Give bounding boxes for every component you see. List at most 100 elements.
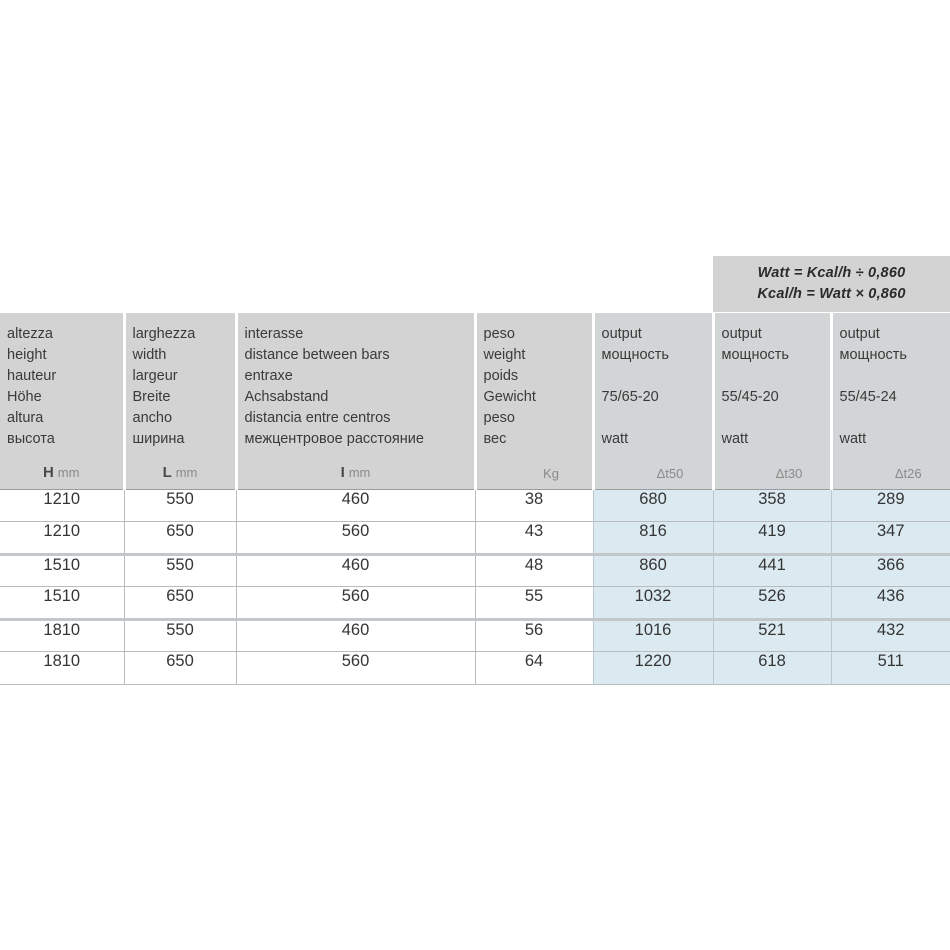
header-cell-weight: peso weight poids Gewicht peso вес Kg bbox=[473, 313, 593, 489]
unit-text: Δt30 bbox=[775, 465, 803, 481]
header-unit-output_55_45_24: Δt26 bbox=[833, 465, 950, 481]
cell-height: 1210 bbox=[0, 521, 124, 554]
specification-table: altezza height hauteur Höhe altura высота H mm… bbox=[0, 313, 950, 685]
header-label: мощность bbox=[721, 347, 789, 364]
header-labels-output_55_45_24: output мощность 55/45-24 watt Δt26 bbox=[833, 313, 950, 489]
cell-weight: 55 bbox=[474, 586, 593, 619]
header-label: мощность bbox=[601, 347, 669, 364]
header-label: ancho bbox=[132, 410, 173, 427]
cell-weight: 64 bbox=[474, 651, 593, 685]
header-label: ширина bbox=[132, 431, 185, 448]
cell-distance: 460 bbox=[235, 552, 475, 587]
cell-output_55_45_20: 526 bbox=[712, 586, 831, 619]
unit-text: mm bbox=[348, 464, 371, 480]
header-label bbox=[840, 366, 950, 387]
header-cell-output_55_45_20: output мощность 55/45-20 watt Δt30 bbox=[711, 313, 831, 489]
header-cell-distance: interasse distance between bars entraxe Ach… bbox=[234, 313, 475, 489]
header-cell-output_55_45_24: output мощность 55/45-24 watt Δt26 bbox=[829, 313, 950, 489]
cell-output_55_45_24: 432 bbox=[830, 617, 950, 652]
header-label: watt bbox=[601, 431, 629, 448]
table-row: 1210 550 460 38 680 358 289 bbox=[0, 488, 950, 522]
cell-width: 650 bbox=[123, 521, 236, 554]
header-unit-output_75_65_20: Δt50 bbox=[595, 465, 712, 481]
cell-output_55_45_20: 521 bbox=[712, 617, 831, 652]
header-labels-distance: interasse distance between bars entraxe Ach… bbox=[238, 313, 474, 489]
header-label: weight bbox=[483, 347, 526, 364]
header-label: 55/45-20 bbox=[721, 389, 779, 406]
header-label: Höhe bbox=[7, 389, 42, 406]
header-label bbox=[602, 366, 712, 387]
header-labels-weight: peso weight poids Gewicht peso вес Kg bbox=[477, 313, 592, 489]
header-unit-height: H mm bbox=[0, 464, 123, 481]
unit-text: Δt50 bbox=[656, 465, 684, 481]
header-label: interasse bbox=[244, 326, 304, 342]
cell-output_55_45_24: 347 bbox=[830, 521, 950, 554]
header-labels-width: larghezza width largeur Breite ancho ширина L … bbox=[126, 313, 235, 489]
header-label: larghezza bbox=[132, 326, 196, 342]
cell-distance: 460 bbox=[235, 488, 475, 522]
cell-weight: 43 bbox=[474, 521, 593, 554]
unit-symbol: I bbox=[340, 463, 345, 481]
header-unit-output_55_45_20: Δt30 bbox=[715, 465, 830, 481]
cell-output_75_65_20: 1032 bbox=[592, 586, 713, 619]
cell-weight: 56 bbox=[474, 617, 593, 652]
cell-output_75_65_20: 1220 bbox=[592, 651, 713, 685]
header-label: altezza bbox=[7, 326, 53, 342]
unit-text: mm bbox=[175, 464, 198, 480]
header-label: poids bbox=[483, 368, 519, 385]
header-label: мощность bbox=[839, 347, 907, 364]
header-unit-distance: I mm bbox=[238, 464, 474, 481]
conversion-formula-box: Watt = Kcal/h ÷ 0,860 Kcal/h = Watt × 0,… bbox=[713, 256, 950, 312]
cell-distance: 560 bbox=[235, 521, 475, 554]
header-label: Achsabstand bbox=[244, 389, 329, 406]
header-label: peso bbox=[483, 326, 515, 342]
unit-symbol: H bbox=[43, 463, 54, 481]
cell-output_75_65_20: 816 bbox=[592, 521, 713, 554]
header-unit-width: L mm bbox=[126, 464, 235, 481]
cell-distance: 460 bbox=[235, 617, 475, 652]
cell-output_75_65_20: 680 bbox=[592, 488, 713, 522]
cell-output_55_45_24: 436 bbox=[830, 586, 950, 619]
header-label: output bbox=[839, 326, 880, 342]
cell-width: 550 bbox=[123, 617, 236, 652]
cell-output_55_45_20: 358 bbox=[712, 488, 831, 522]
cell-output_75_65_20: 1016 bbox=[592, 617, 713, 652]
unit-text: Kg bbox=[543, 465, 559, 481]
header-cell-output_75_65_20: output мощность 75/65-20 watt Δt50 bbox=[591, 313, 713, 489]
cell-distance: 560 bbox=[235, 586, 475, 619]
table-head: altezza height hauteur Höhe altura высота H mm… bbox=[0, 313, 950, 489]
cell-output_55_45_20: 618 bbox=[712, 651, 831, 685]
cell-height: 1210 bbox=[0, 488, 124, 522]
cell-height: 1810 bbox=[0, 617, 124, 652]
header-label: height bbox=[7, 347, 47, 364]
cell-width: 550 bbox=[123, 488, 236, 522]
table-row: 1810 650 560 64 1220 618 511 bbox=[0, 651, 950, 685]
header-label bbox=[722, 408, 830, 429]
header-label: output bbox=[601, 326, 642, 342]
header-label: largeur bbox=[132, 368, 178, 385]
header-label: hauteur bbox=[7, 368, 57, 385]
header-label: output bbox=[721, 326, 762, 342]
cell-width: 650 bbox=[123, 586, 236, 619]
cell-output_55_45_20: 419 bbox=[712, 521, 831, 554]
header-cell-height: altezza height hauteur Höhe altura высота H mm bbox=[0, 313, 124, 489]
cell-output_55_45_24: 289 bbox=[830, 488, 950, 522]
header-label: вес bbox=[483, 431, 507, 448]
header-unit-weight: Kg bbox=[477, 465, 592, 481]
header-label: межцентровое расстояние bbox=[244, 431, 424, 448]
header-label: watt bbox=[839, 431, 867, 448]
header-label: 75/65-20 bbox=[601, 389, 659, 406]
header-labels-output_75_65_20: output мощность 75/65-20 watt Δt50 bbox=[595, 313, 712, 489]
header-label: entraxe bbox=[244, 368, 293, 385]
formula-line-kcal: Kcal/h = Watt × 0,860 bbox=[757, 286, 906, 302]
table-row: 1810 550 460 56 1016 521 432 bbox=[0, 617, 950, 652]
table-row: 1210 650 560 43 816 419 347 bbox=[0, 521, 950, 554]
table-row: 1510 650 560 55 1032 526 436 bbox=[0, 586, 950, 619]
cell-weight: 48 bbox=[474, 552, 593, 587]
header-label bbox=[722, 366, 830, 387]
cell-output_75_65_20: 860 bbox=[592, 552, 713, 587]
table-row: 1510 550 460 48 860 441 366 bbox=[0, 552, 950, 587]
cell-width: 650 bbox=[123, 651, 236, 685]
unit-symbol: L bbox=[162, 463, 172, 481]
